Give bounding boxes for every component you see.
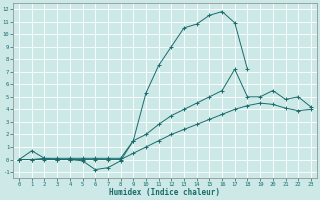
X-axis label: Humidex (Indice chaleur): Humidex (Indice chaleur) <box>109 188 220 197</box>
